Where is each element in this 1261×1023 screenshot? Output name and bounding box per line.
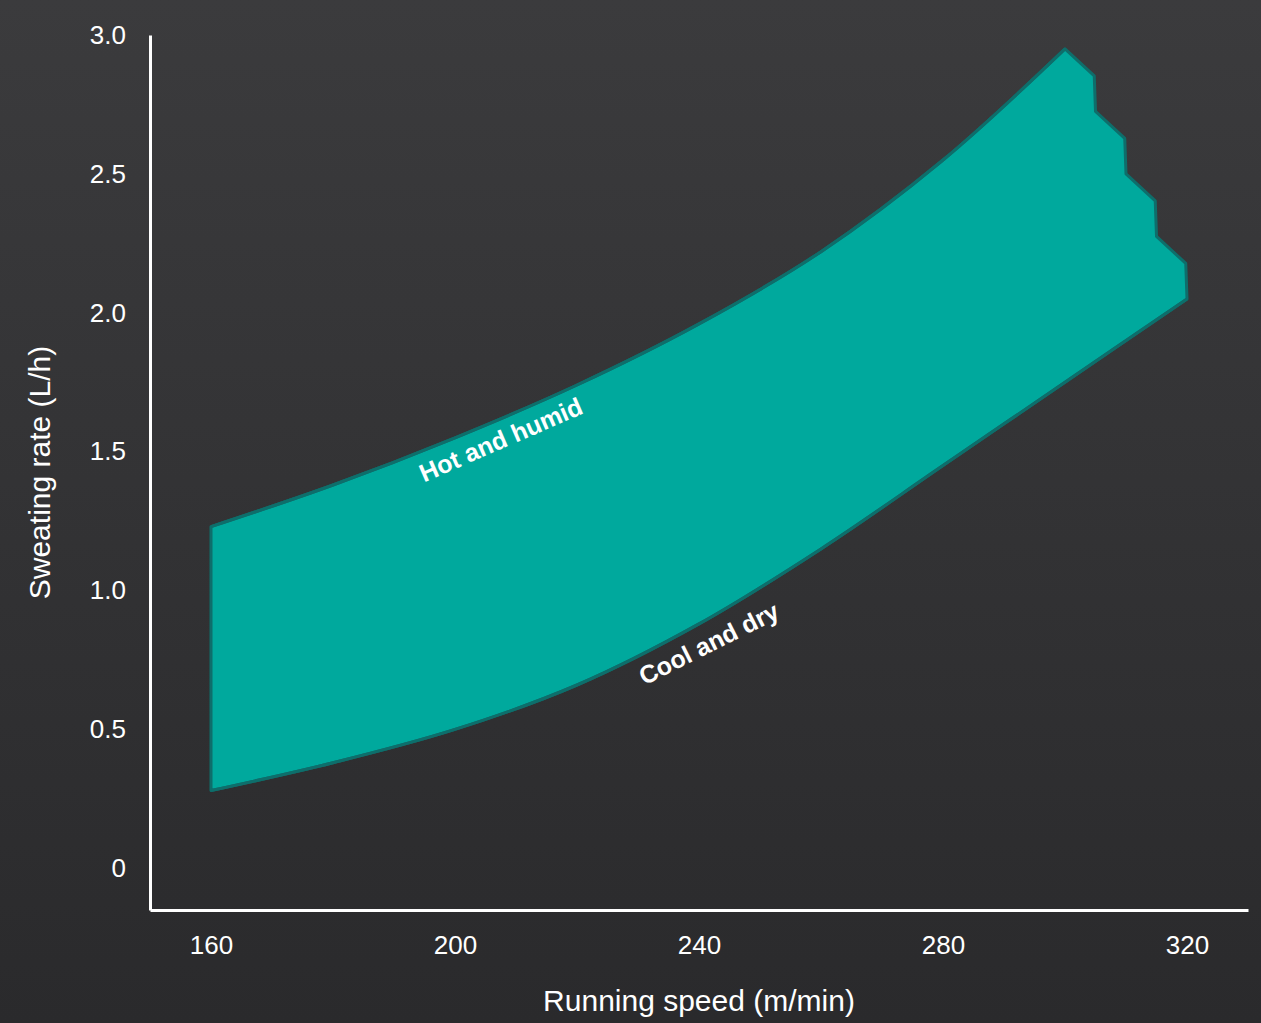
tick: 1.0 xyxy=(90,575,150,605)
tick-label: 160 xyxy=(190,930,233,960)
tick: 320 xyxy=(1166,910,1209,960)
tick-label: 0 xyxy=(112,853,126,883)
tick-label: 1.0 xyxy=(90,575,126,605)
tick: 200 xyxy=(434,910,477,960)
x-axis: 160 200 240 280 320 xyxy=(151,910,1249,960)
band-fill xyxy=(211,49,1187,791)
tick: 160 xyxy=(190,910,233,960)
series-label: Cool and dry xyxy=(634,596,783,690)
tick: 0.5 xyxy=(90,714,150,744)
axis-line xyxy=(149,36,152,911)
tick-label: 240 xyxy=(678,930,721,960)
tick-label: 2.5 xyxy=(90,159,126,189)
x-axis-title: Running speed (m/min) xyxy=(543,984,855,1017)
tick-label: 0.5 xyxy=(90,714,126,744)
tick: 240 xyxy=(678,910,721,960)
tick-label: 320 xyxy=(1166,930,1209,960)
chart: Hot and humid Cool and dry 160 200 240 280 320… xyxy=(0,0,1261,1023)
series-label: Hot and humid xyxy=(415,392,587,487)
tick: 2.5 xyxy=(90,159,150,189)
y-axis: 0 0.5 1.0 1.5 2.0 2.5 3.0 xyxy=(90,20,151,911)
tick: 280 xyxy=(922,910,965,960)
tick-label: 280 xyxy=(922,930,965,960)
band-edge xyxy=(211,299,1187,791)
plot-area xyxy=(211,49,1187,791)
axis-line xyxy=(151,909,1249,912)
tick: 1.5 xyxy=(90,436,150,466)
tick-label: 200 xyxy=(434,930,477,960)
tick: 0 xyxy=(112,853,150,883)
tick: 2.0 xyxy=(90,298,150,328)
tick-label: 3.0 xyxy=(90,20,126,50)
tick-label: 1.5 xyxy=(90,436,126,466)
tick: 3.0 xyxy=(90,20,150,50)
tick-label: 2.0 xyxy=(90,298,126,328)
band-edge xyxy=(211,49,1065,527)
background xyxy=(0,0,1261,1023)
y-axis-title: Sweating rate (L/h) xyxy=(23,346,56,599)
